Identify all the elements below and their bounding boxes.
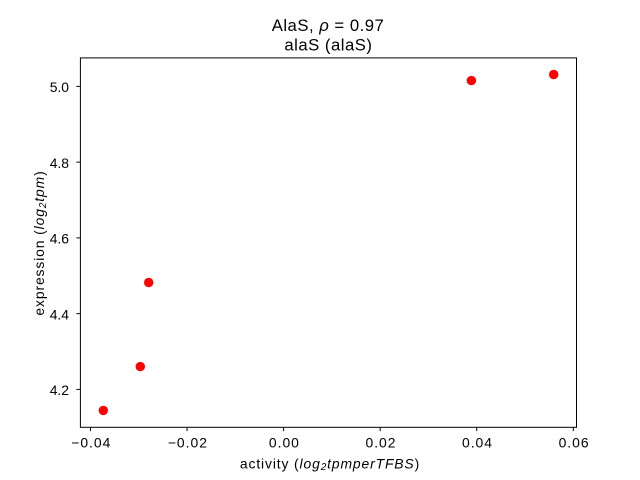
svg-text:activity (log2tpmperTFBS): activity (log2tpmperTFBS)	[240, 455, 420, 473]
svg-text:4.4: 4.4	[50, 306, 70, 322]
svg-text:0.04: 0.04	[462, 434, 493, 450]
svg-text:alaS (alaS): alaS (alaS)	[284, 36, 372, 55]
svg-text:0.02: 0.02	[365, 434, 396, 450]
svg-text:expression (log2tpm): expression (log2tpm)	[31, 170, 49, 315]
svg-text:4.8: 4.8	[50, 155, 70, 171]
svg-text:−0.02: −0.02	[168, 434, 208, 450]
svg-text:AlaS, ρ = 0.97: AlaS, ρ = 0.97	[272, 16, 385, 35]
svg-text:−0.04: −0.04	[71, 434, 111, 450]
svg-text:5.0: 5.0	[50, 79, 70, 95]
svg-text:0.06: 0.06	[559, 434, 590, 450]
svg-text:4.2: 4.2	[50, 382, 70, 398]
svg-text:4.6: 4.6	[50, 231, 70, 247]
svg-text:0.00: 0.00	[269, 434, 300, 450]
